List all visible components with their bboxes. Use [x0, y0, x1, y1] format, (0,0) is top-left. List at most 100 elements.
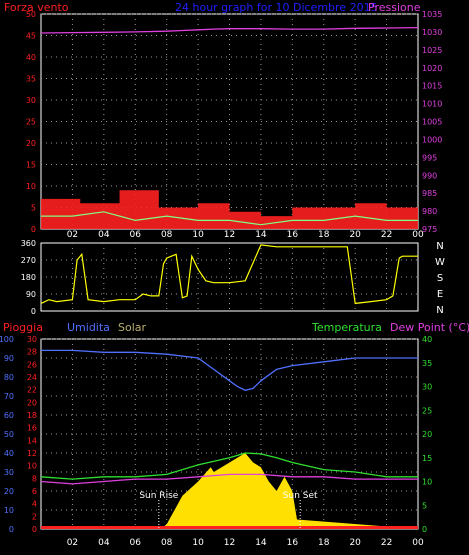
pressure-line: [40, 26, 419, 34]
top-chart-title: 24 hour graph for 10 Dicembre 2015: [175, 1, 378, 14]
wind-tick-label: 45: [26, 32, 36, 41]
rain-tick-label: 30: [4, 468, 14, 477]
humidity-tick-label: 10: [27, 462, 37, 471]
compass-letter: N: [436, 305, 443, 316]
x-tick-label: 18: [318, 230, 330, 240]
x-tick-label: 10: [192, 538, 204, 548]
x-tick-label: 08: [161, 230, 173, 240]
x-tick-label: 12: [224, 538, 235, 548]
direction-tick-label: 90: [26, 290, 36, 299]
humidity-tick-label: 24: [27, 373, 37, 382]
pressure-tick-label: 1000: [422, 135, 442, 144]
pressure-tick-label: 990: [422, 171, 437, 180]
humidity-tick-label: 22: [27, 386, 37, 395]
humidity-tick-label: 6: [32, 487, 37, 496]
wind-tick-label: 30: [26, 96, 36, 105]
temperature-tick-label: 0: [422, 525, 427, 534]
humidity-tick-label: 26: [27, 360, 37, 369]
direction-tick-label: 0: [31, 307, 36, 316]
rain-tick-label: 40: [4, 449, 14, 458]
direction-tick-label: 270: [21, 256, 36, 265]
humidity-tick-label: 2: [32, 512, 37, 521]
temperature-tick-label: 10: [422, 478, 432, 487]
pressure-tick-label: 995: [422, 153, 437, 162]
x-tick-label: 16: [287, 230, 299, 240]
x-tick-label: 04: [98, 230, 110, 240]
x-tick-label: 10: [192, 230, 204, 240]
dew-point-label: Dew Point (°C): [390, 321, 469, 334]
x-tick-label: 14: [255, 230, 267, 240]
pressure-tick-label: 980: [422, 207, 437, 216]
humidity-tick-label: 16: [27, 424, 37, 433]
rain-tick-label: 70: [4, 392, 14, 401]
compass-letter: N: [436, 241, 443, 252]
wind-axis-ticks: 0 5 10 15 20 25 30 35 40 45 50: [26, 10, 36, 234]
solar-label: Solar: [118, 321, 147, 334]
x-tick-label: 22: [381, 538, 392, 548]
x-tick-label: 22: [381, 230, 392, 240]
x-tick-label: 00: [412, 230, 424, 240]
wind-tick-label: 10: [26, 182, 36, 191]
wind-avg-line: [41, 211, 418, 226]
sunrise-label: Sun Rise: [139, 491, 178, 501]
temperature-tick-label: 25: [422, 406, 432, 415]
wind-gust-area: [41, 190, 418, 229]
temperature-tick-label: 20: [422, 430, 432, 439]
wind-tick-label: 50: [26, 10, 36, 19]
climate-time-axis-ticks: 02 04 06 08 10 12 14 16 18 20 22 00: [67, 538, 424, 548]
wind-strength-label: Forza vento: [4, 1, 69, 14]
temperature-tick-label: 40: [422, 335, 432, 344]
humidity-tick-label: 0: [32, 525, 37, 534]
x-tick-label: 16: [287, 538, 299, 548]
humidity-tick-label: 14: [27, 436, 37, 445]
humidity-tick-label: 18: [27, 411, 37, 420]
compass-letter: E: [437, 289, 443, 300]
pressure-tick-label: 1015: [422, 82, 442, 91]
sunset-label: Sun Set: [283, 491, 318, 501]
rain-tick-label: 0: [9, 525, 14, 534]
rain-tick-label: 90: [4, 354, 14, 363]
x-tick-label: 06: [130, 538, 142, 548]
direction-tick-label: 360: [21, 239, 36, 248]
climate-grid: [41, 338, 418, 529]
humidity-tick-label: 4: [32, 500, 37, 509]
wind-tick-label: 15: [26, 161, 36, 170]
x-tick-label: 06: [130, 230, 142, 240]
x-tick-label: 02: [67, 538, 78, 548]
rain-tick-label: 100: [0, 335, 14, 344]
rain-axis-ticks: 0 10 20 30 40 50 60 70 80 90 100: [0, 335, 14, 534]
wind-tick-label: 40: [26, 53, 36, 62]
x-tick-label: 20: [349, 538, 361, 548]
humidity-tick-label: 28: [27, 348, 37, 357]
wind-pressure-grid: [41, 13, 418, 229]
rain-tick-label: 80: [4, 373, 14, 382]
wind-tick-label: 20: [26, 139, 36, 148]
compass-letter: W: [435, 257, 445, 268]
pressure-axis-ticks: 975 980 985 990 995 1000 1005 1010 1015 1020 1025 1…: [422, 10, 442, 234]
rain-tick-label: 50: [4, 430, 14, 439]
direction-axis-ticks: 0 90 180 270 360: [21, 239, 36, 316]
wind-direction-line: [40, 244, 418, 305]
humidity-label: Umidita: [67, 321, 110, 334]
compass-letter: S: [437, 273, 443, 284]
x-tick-label: 12: [224, 230, 235, 240]
wind-tick-label: 35: [26, 75, 36, 84]
humidity-line: [41, 349, 418, 391]
sun-annotations: Sun Rise Sun Set: [139, 491, 318, 529]
solar-area: [41, 453, 418, 529]
wind-direction-series: [40, 244, 418, 305]
pressure-tick-label: 1025: [422, 46, 442, 55]
humidity-tick-label: 20: [27, 398, 37, 407]
wind-tick-label: 0: [31, 225, 36, 234]
temperature-tick-label: 35: [422, 359, 432, 368]
pressure-tick-label: 1020: [422, 64, 442, 73]
temperature-tick-label: 15: [422, 454, 432, 463]
x-tick-label: 18: [318, 538, 330, 548]
temperature-line: [40, 452, 418, 480]
rain-tick-label: 20: [4, 487, 14, 496]
direction-tick-label: 180: [21, 273, 36, 282]
rain-tick-label: 10: [4, 506, 14, 515]
